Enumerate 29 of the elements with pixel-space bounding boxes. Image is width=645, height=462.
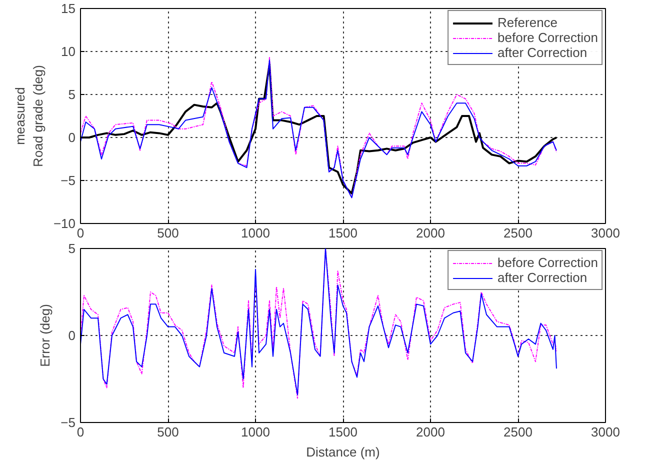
y-tick-label: 0	[68, 130, 76, 145]
y-tick-label: 15	[61, 1, 76, 16]
y-axis-title: Error (deg)	[38, 304, 53, 367]
y-tick-label: 10	[61, 44, 76, 59]
y-tick-label: −5	[60, 415, 76, 430]
x-tick-label: 1500	[328, 226, 358, 240]
x-tick-label: 2000	[416, 424, 445, 440]
legend-label: before Correction	[498, 255, 598, 270]
x-tick-label: 3000	[591, 424, 620, 440]
legend-label: Reference	[498, 15, 558, 30]
x-tick-label: 2000	[416, 226, 445, 240]
y-tick-label: 5	[68, 241, 76, 256]
legend-label: after Correction	[498, 45, 588, 60]
x-axis-title: Distance (m)	[306, 444, 380, 460]
x-tick-label: 3000	[591, 226, 620, 240]
x-tick-label: 1500	[328, 424, 358, 440]
x-tick-label: 1000	[241, 226, 270, 240]
legend-label: before Correction	[498, 30, 598, 45]
x-tick-label: 500	[157, 424, 179, 440]
legend-label: after Correction	[498, 270, 588, 285]
x-tick-label: 1000	[241, 424, 270, 440]
y-axis-title: measured Road grade (deg)	[12, 65, 46, 167]
y-tick-label: −5	[60, 173, 76, 188]
x-tick-label: 2500	[504, 424, 532, 440]
x-tick-label: 2500	[504, 226, 532, 240]
y-tick-label: 5	[68, 87, 76, 102]
y-tick-label: −10	[53, 216, 76, 231]
x-tick-label: 500	[157, 226, 179, 240]
y-tick-label: 0	[68, 328, 76, 343]
